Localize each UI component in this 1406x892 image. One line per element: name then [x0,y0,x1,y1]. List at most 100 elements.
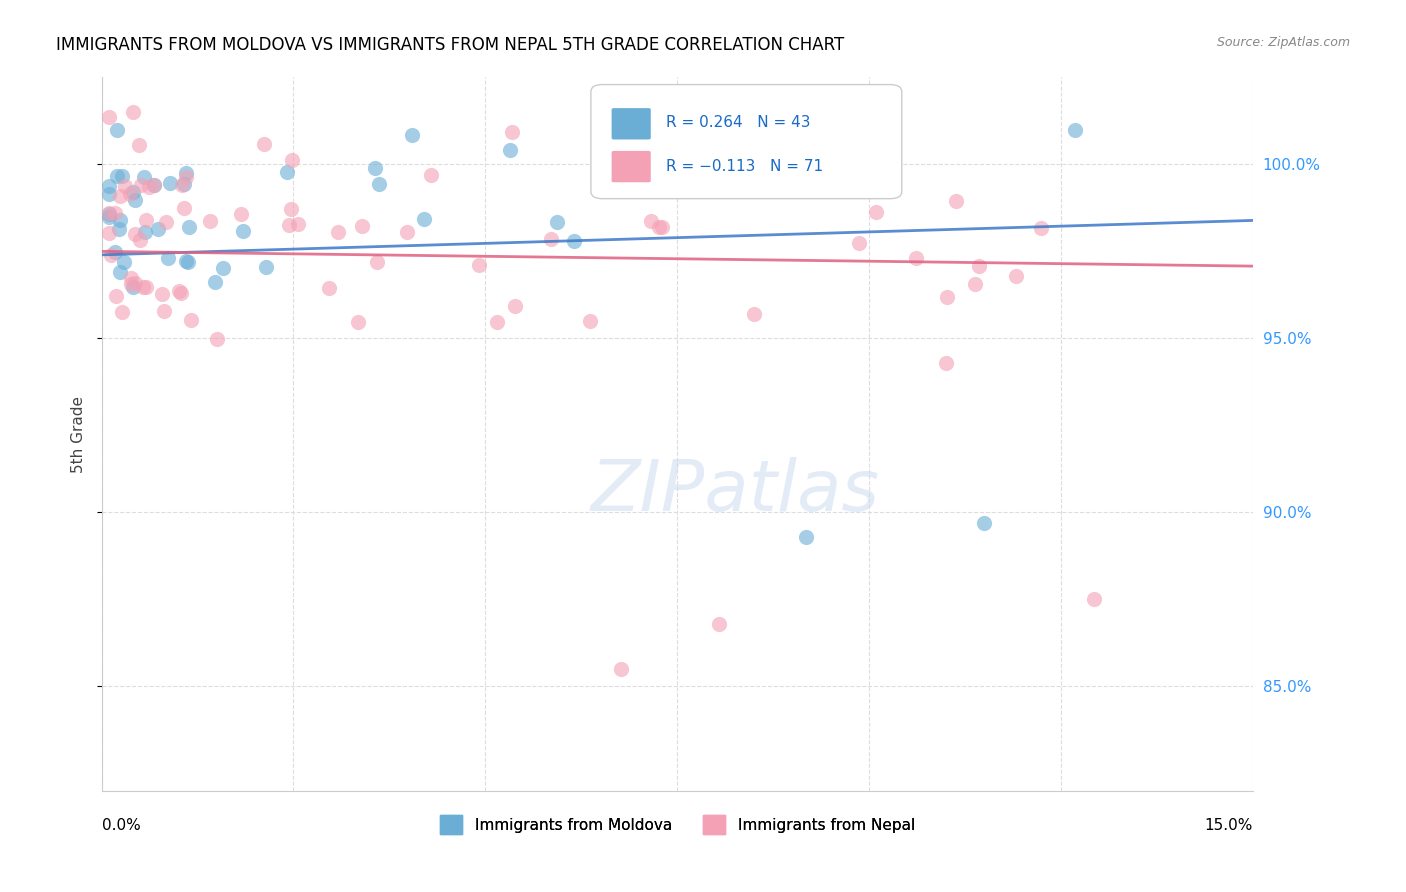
Immigrants from Nepal [104,206,127,220]
Immigrants from Moldova [835,122,858,136]
Immigrants from Moldova [254,260,277,275]
Immigrants from Nepal [602,182,624,196]
Immigrants from Nepal [969,260,991,274]
Immigrants from Moldova [1063,122,1085,136]
Immigrants from Moldova [104,244,127,259]
Immigrants from Nepal [865,205,887,219]
Immigrants from Nepal [108,188,131,202]
Immigrants from Nepal [167,284,190,298]
Immigrants from Nepal [170,285,193,300]
Immigrants from Nepal [120,277,142,292]
Immigrants from Moldova [98,178,121,193]
Immigrants from Nepal [135,213,157,227]
Immigrants from Moldova [122,280,145,294]
Immigrants from Nepal [742,307,765,321]
Immigrants from Moldova [108,212,131,227]
Immigrants from Nepal [1083,592,1105,607]
Immigrants from Moldova [173,178,195,192]
Immigrants from Moldova [364,161,387,175]
Immigrants from Moldova [134,226,156,240]
Immigrants from Nepal [540,232,562,246]
Immigrants from Nepal [366,255,388,269]
Immigrants from Nepal [640,214,662,228]
Immigrants from Moldova [146,222,169,236]
Immigrants from Moldova [108,265,131,279]
Immigrants from Nepal [468,258,491,272]
Immigrants from Nepal [100,247,122,261]
Immigrants from Nepal [129,178,152,192]
Immigrants from Nepal [848,235,870,250]
Immigrants from Moldova [546,215,568,229]
Immigrants from Moldova [142,178,165,192]
Immigrants from Moldova [211,261,233,276]
Immigrants from Moldova [107,221,129,235]
Immigrants from Moldova [159,177,181,191]
Immigrants from Nepal [352,219,374,233]
Immigrants from Moldova [174,254,197,268]
Immigrants from Moldova [132,170,155,185]
Immigrants from Moldova [176,255,198,269]
Immigrants from Nepal [647,220,669,235]
Immigrants from Nepal [111,305,134,319]
Immigrants from Nepal [138,179,160,194]
Immigrants from Nepal [173,201,195,215]
Immigrants from Nepal [150,287,173,301]
Immigrants from Nepal [253,136,276,151]
Text: IMMIGRANTS FROM MOLDOVA VS IMMIGRANTS FROM NEPAL 5TH GRADE CORRELATION CHART: IMMIGRANTS FROM MOLDOVA VS IMMIGRANTS FR… [56,36,845,54]
Immigrants from Nepal [122,105,145,120]
Immigrants from Nepal [129,234,152,248]
Immigrants from Moldova [98,186,121,201]
Immigrants from Nepal [120,270,142,285]
Immigrants from Nepal [98,206,121,220]
Immigrants from Nepal [579,314,602,328]
Immigrants from Nepal [1029,220,1052,235]
Immigrants from Nepal [98,111,121,125]
Immigrants from Nepal [965,277,987,291]
Immigrants from Moldova [413,211,436,226]
Immigrants from Moldova [367,178,389,192]
Immigrants from Nepal [155,215,177,229]
Immigrants from Nepal [174,170,197,185]
Immigrants from Moldova [794,530,817,544]
Immigrants from Nepal [936,290,959,304]
Immigrants from Nepal [180,313,202,327]
Immigrants from Moldova [105,169,128,183]
Text: ZIPatlas: ZIPatlas [591,457,879,525]
Immigrants from Nepal [905,251,928,265]
Immigrants from Nepal [198,214,221,228]
Immigrants from Nepal [170,178,193,193]
Immigrants from Nepal [486,315,509,329]
Immigrants from Nepal [651,219,673,234]
Immigrants from Moldova [696,122,718,136]
Immigrants from Nepal [501,125,523,139]
FancyBboxPatch shape [612,108,651,139]
Immigrants from Nepal [396,225,419,239]
Immigrants from Nepal [347,315,370,329]
Text: 15.0%: 15.0% [1205,819,1253,833]
Immigrants from Nepal [287,217,309,231]
Immigrants from Nepal [205,332,228,346]
Immigrants from Nepal [1005,268,1028,283]
Immigrants from Moldova [98,207,121,221]
Immigrants from Nepal [326,225,349,239]
Immigrants from Nepal [124,276,146,290]
FancyBboxPatch shape [591,85,901,199]
Y-axis label: 5th Grade: 5th Grade [72,395,86,473]
Immigrants from Nepal [280,153,302,167]
Immigrants from Nepal [120,187,142,202]
Immigrants from Moldova [157,251,180,265]
Immigrants from Moldova [174,166,197,180]
Immigrants from Nepal [935,356,957,370]
Immigrants from Moldova [112,254,135,268]
Immigrants from Nepal [124,227,146,241]
Immigrants from Moldova [562,234,585,248]
FancyBboxPatch shape [612,151,651,182]
Immigrants from Nepal [503,299,526,313]
Text: 0.0%: 0.0% [101,819,141,833]
Text: R = −0.113   N = 71: R = −0.113 N = 71 [665,159,823,174]
Immigrants from Nepal [610,662,633,676]
Immigrants from Moldova [973,516,995,530]
Immigrants from Nepal [98,227,121,241]
Text: Source: ZipAtlas.com: Source: ZipAtlas.com [1216,36,1350,49]
Immigrants from Moldova [204,275,226,289]
